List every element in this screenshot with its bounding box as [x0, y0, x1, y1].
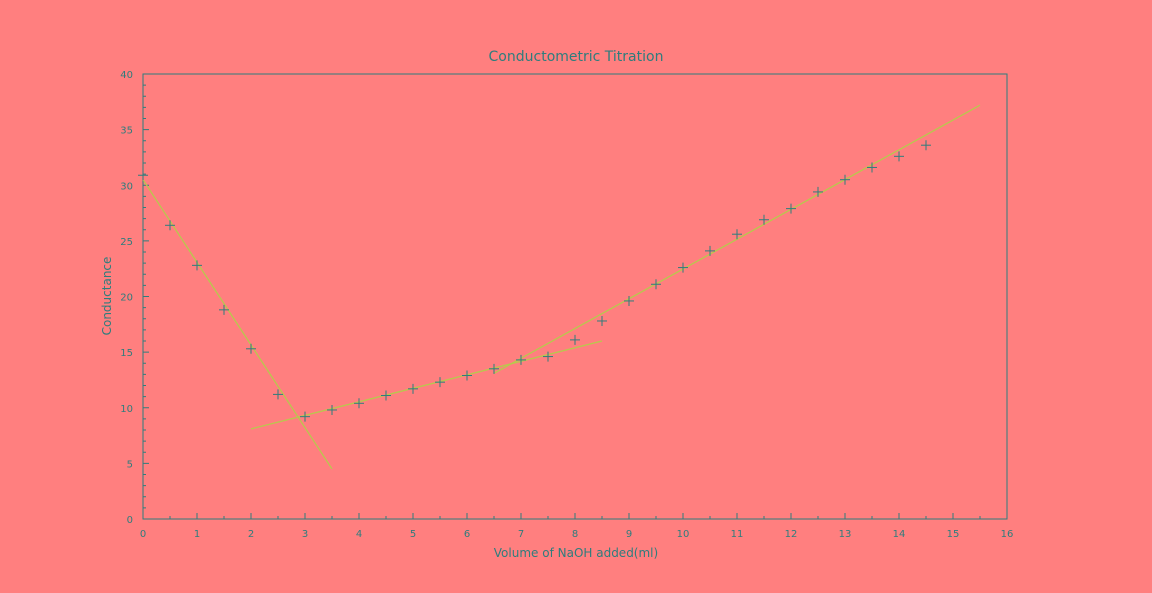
data-point [516, 354, 526, 365]
data-point [219, 304, 229, 315]
data-point [597, 315, 607, 326]
fit-lines [142, 104, 981, 470]
data-point [813, 186, 823, 197]
y-axis-ticks: 0 5 10 15 20 25 30 35 40 [120, 70, 149, 526]
x-tick-label: 16 [1001, 529, 1014, 540]
y-tick-label: 5 [127, 459, 133, 470]
data-point [840, 174, 850, 185]
x-tick-label: 2 [248, 529, 254, 540]
data-point [651, 279, 661, 290]
data-point [489, 363, 499, 374]
y-tick-label: 40 [120, 70, 133, 81]
data-point [786, 203, 796, 214]
data-point [705, 245, 715, 256]
fit-line-3 [493, 104, 981, 374]
y-tick-label: 35 [120, 126, 133, 137]
data-point [894, 151, 904, 162]
x-tick-label: 6 [464, 529, 470, 540]
data-point [300, 411, 310, 422]
y-axis-label: Conductance [100, 257, 114, 336]
x-tick-label: 13 [839, 529, 852, 540]
x-axis-label: Volume of NaOH added(ml) [494, 546, 658, 560]
x-tick-label: 8 [572, 529, 578, 540]
data-point [921, 140, 931, 151]
data-point [354, 398, 364, 409]
x-tick-label: 9 [626, 529, 632, 540]
y-tick-label: 10 [120, 404, 133, 415]
x-tick-label: 15 [947, 529, 960, 540]
y-tick-label: 25 [120, 237, 133, 248]
x-tick-label: 14 [893, 529, 906, 540]
y-tick-label: 0 [127, 515, 133, 526]
data-point [867, 162, 877, 173]
data-point [759, 214, 769, 225]
data-point [732, 229, 742, 240]
data-point [678, 262, 688, 273]
fit-line-1 [142, 179, 333, 470]
x-tick-label: 11 [731, 529, 744, 540]
x-tick-label: 4 [356, 529, 362, 540]
data-point [246, 343, 256, 354]
data-point [462, 370, 472, 381]
x-tick-label: 12 [785, 529, 798, 540]
data-point [192, 260, 202, 271]
x-tick-label: 3 [302, 529, 308, 540]
x-tick-label: 7 [518, 529, 524, 540]
y-tick-label: 15 [120, 348, 133, 359]
data-point [327, 404, 337, 415]
data-point [543, 351, 553, 362]
x-tick-label: 0 [140, 529, 146, 540]
data-point [624, 295, 634, 306]
data-point [570, 334, 580, 345]
data-markers [138, 140, 931, 422]
data-point [138, 170, 148, 181]
plot-area [142, 73, 1008, 520]
data-point [408, 383, 418, 394]
fit-line-2 [250, 340, 603, 430]
data-point [435, 377, 445, 388]
chart-title: Conductometric Titration [489, 49, 664, 65]
x-tick-label: 5 [410, 529, 416, 540]
y-tick-label: 30 [120, 181, 133, 192]
data-point [381, 390, 391, 401]
data-point [165, 220, 175, 231]
y-tick-label: 20 [120, 293, 133, 304]
data-point [273, 389, 283, 400]
x-tick-label: 10 [677, 529, 690, 540]
x-tick-label: 1 [194, 529, 200, 540]
x-axis-ticks: 0 1 2 3 4 5 6 7 8 9 10 11 12 13 14 15 16 [140, 513, 1014, 540]
